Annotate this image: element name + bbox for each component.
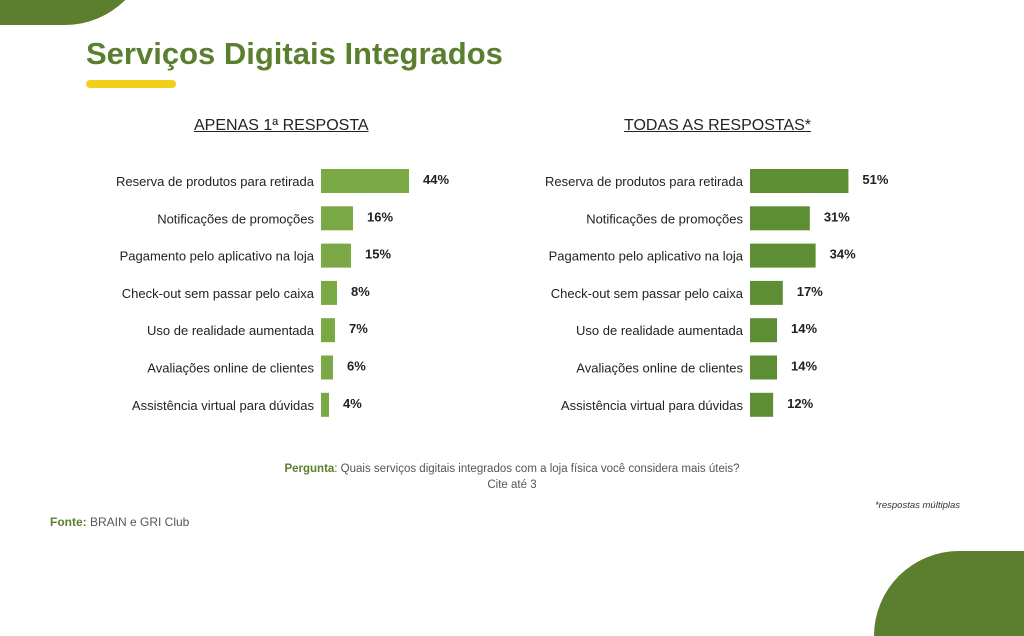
slide-title: Serviços Digitais Integrados xyxy=(86,36,503,71)
value-label-first-response: 15% xyxy=(365,247,391,262)
bar-first-response xyxy=(321,392,329,417)
category-label-all-responses: Reserva de produtos para retirada xyxy=(545,174,744,189)
value-label-all-responses: 14% xyxy=(791,321,817,336)
category-label-all-responses: Assistência virtual para dúvidas xyxy=(561,398,744,413)
value-label-all-responses: 14% xyxy=(791,359,817,374)
bar-first-response xyxy=(321,169,409,193)
value-label-all-responses: 17% xyxy=(797,284,823,299)
question-label: Pergunta xyxy=(284,463,335,475)
value-label-all-responses: 31% xyxy=(824,209,850,224)
value-label-first-response: 44% xyxy=(423,172,449,187)
category-label-first-response: Notificações de promoções xyxy=(157,211,314,226)
question-body: : Quais serviços digitais integrados com… xyxy=(334,463,740,475)
title-underline xyxy=(86,80,176,88)
category-label-first-response: Uso de realidade aumentada xyxy=(147,323,315,338)
category-label-all-responses: Avaliações online de clientes xyxy=(576,361,743,376)
bar-all-responses xyxy=(750,392,774,417)
multiple-answers-note: *respostas múltiplas xyxy=(874,500,960,511)
bar-first-response xyxy=(321,206,353,231)
bar-all-responses xyxy=(750,280,783,305)
chart-title-all-responses: TODAS AS RESPOSTAS* xyxy=(624,117,812,134)
category-label-all-responses: Pagamento pelo aplicativo na loja xyxy=(549,249,744,264)
question-line2: Cite até 3 xyxy=(487,479,537,491)
value-label-first-response: 16% xyxy=(367,209,393,224)
category-label-first-response: Avaliações online de clientes xyxy=(147,361,314,376)
source-credit: Fonte: BRAIN e GRI Club xyxy=(50,515,189,529)
category-label-first-response: Assistência virtual para dúvidas xyxy=(132,398,315,413)
category-label-all-responses: Check-out sem passar pelo caixa xyxy=(551,286,744,301)
bar-charts: Reserva de produtos para retirada 44% Noti… xyxy=(116,169,889,417)
bar-all-responses xyxy=(750,243,816,268)
bar-first-response xyxy=(321,318,335,343)
bar-all-responses xyxy=(750,355,778,380)
source-label: Fonte: xyxy=(50,515,87,529)
bar-all-responses xyxy=(750,206,810,231)
value-label-all-responses: 12% xyxy=(787,396,813,411)
bar-all-responses xyxy=(750,169,849,193)
question-text: Pergunta: Quais serviços digitais integr… xyxy=(0,461,1024,493)
value-label-all-responses: 34% xyxy=(830,247,856,262)
category-label-first-response: Pagamento pelo aplicativo na loja xyxy=(120,249,315,264)
bar-first-response xyxy=(321,243,351,268)
value-label-first-response: 6% xyxy=(347,359,366,374)
bar-first-response xyxy=(321,280,337,305)
source-text: BRAIN e GRI Club xyxy=(86,515,190,529)
value-label-first-response: 4% xyxy=(343,396,362,411)
category-label-all-responses: Notificações de promoções xyxy=(586,211,743,226)
value-label-first-response: 7% xyxy=(349,321,368,336)
value-label-first-response: 8% xyxy=(351,284,370,299)
category-label-first-response: Check-out sem passar pelo caixa xyxy=(122,286,315,301)
chart-title-first-response: APENAS 1ª RESPOSTA xyxy=(194,117,369,134)
value-label-all-responses: 51% xyxy=(862,172,888,187)
bar-first-response xyxy=(321,355,333,380)
category-label-all-responses: Uso de realidade aumentada xyxy=(576,323,744,338)
category-label-first-response: Reserva de produtos para retirada xyxy=(116,174,315,189)
bar-all-responses xyxy=(750,318,778,343)
